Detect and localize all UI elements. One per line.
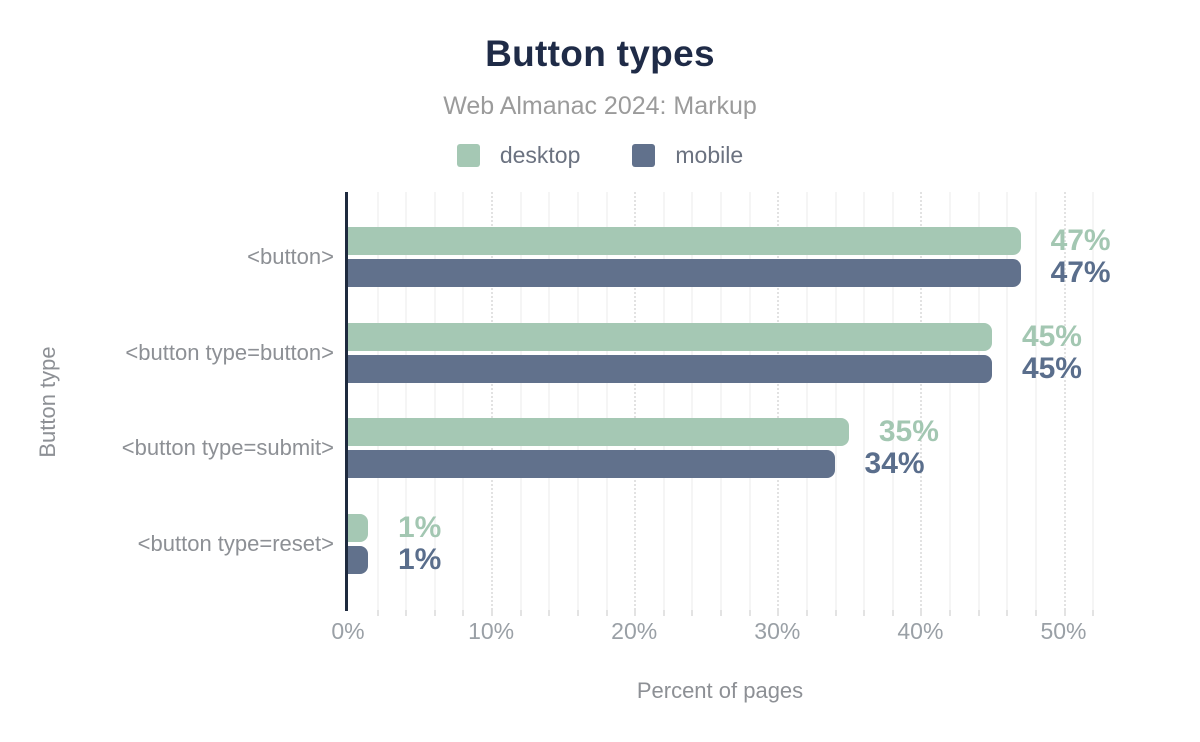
value-label-desktop: 35% — [878, 415, 939, 448]
axis-tick — [777, 610, 780, 616]
bar-mobile — [348, 259, 1021, 287]
bar-mobile — [348, 354, 992, 383]
y-axis-line — [345, 192, 348, 611]
gridline — [891, 192, 894, 610]
axis-tick — [1006, 610, 1009, 616]
value-label-mobile: 45% — [1021, 351, 1082, 385]
gridline — [576, 192, 579, 610]
desktop-swatch-icon — [456, 144, 480, 167]
legend-item-desktop: desktop — [456, 142, 581, 169]
mobile-swatch-icon — [632, 144, 656, 167]
value-label-mobile: 1% — [398, 542, 442, 576]
gridline — [834, 192, 837, 610]
x-tick-label: 40% — [897, 618, 944, 644]
gridline — [405, 192, 408, 610]
axis-tick — [949, 610, 952, 616]
gridline — [662, 192, 665, 610]
x-axis-title: Percent of pages — [636, 678, 804, 703]
axis-tick — [863, 610, 866, 616]
axis-tick — [891, 610, 894, 616]
legend-label-mobile: mobile — [675, 142, 744, 168]
gridline — [691, 192, 694, 610]
axis-tick — [691, 610, 694, 616]
category-label: <button> — [247, 244, 334, 269]
gridline — [977, 192, 980, 610]
category-label: <button type=button> — [125, 339, 334, 365]
bar-desktop — [348, 227, 1021, 255]
gridline — [863, 192, 866, 610]
gridline — [376, 192, 379, 610]
legend-item-mobile: mobile — [632, 142, 743, 169]
axis-tick — [605, 610, 608, 616]
gridline — [720, 192, 723, 610]
gridline — [548, 192, 551, 610]
x-tick-label: 0% — [331, 618, 365, 644]
legend: desktop mobile — [0, 142, 1200, 169]
gridline — [634, 192, 637, 610]
gridline — [491, 192, 494, 610]
axis-tick — [720, 610, 723, 616]
value-label-desktop: 1% — [398, 510, 442, 544]
axis-tick — [433, 610, 436, 616]
axis-tick — [977, 610, 980, 616]
axis-tick — [834, 610, 837, 616]
axis-tick — [805, 610, 808, 616]
axis-tick — [1034, 610, 1037, 616]
category-label: <button type=submit> — [121, 435, 334, 460]
value-label-mobile: 47% — [1050, 256, 1111, 289]
x-tick-label: 20% — [611, 618, 658, 644]
value-label-mobile: 34% — [864, 447, 925, 480]
axis-tick — [1063, 610, 1066, 616]
gridline — [519, 192, 522, 610]
axis-tick — [376, 610, 379, 616]
gridline — [805, 192, 808, 610]
gridline — [1034, 192, 1037, 610]
chart-subtitle: Web Almanac 2024: Markup — [443, 92, 757, 120]
axis-tick — [519, 610, 522, 616]
gridline — [1006, 192, 1009, 610]
gridline — [920, 192, 923, 610]
gridline — [748, 192, 751, 610]
gridline — [605, 192, 608, 610]
axis-tick — [634, 610, 637, 616]
axis-tick — [748, 610, 751, 616]
legend-label-desktop: desktop — [499, 142, 581, 168]
x-tick-label: 10% — [468, 618, 515, 644]
axis-tick — [576, 610, 579, 616]
gridline — [1063, 192, 1066, 610]
gridline — [949, 192, 952, 610]
axis-tick — [920, 610, 923, 616]
category-label: <button type=reset> — [137, 530, 334, 556]
x-tick-label: 50% — [1040, 618, 1087, 644]
bar-desktop — [348, 513, 368, 542]
axis-tick — [405, 610, 408, 616]
x-tick-label: 30% — [754, 618, 801, 644]
axis-tick — [1092, 610, 1095, 616]
value-label-desktop: 45% — [1021, 319, 1082, 353]
gridline — [777, 192, 780, 610]
gridline — [462, 192, 465, 610]
bar-mobile — [348, 545, 368, 574]
axis-tick — [548, 610, 551, 616]
axis-tick — [662, 610, 665, 616]
gridline — [1092, 192, 1095, 610]
value-label-desktop: 47% — [1050, 224, 1111, 257]
chart-title: Button types — [485, 33, 715, 74]
gridline — [433, 192, 436, 610]
bar-desktop — [348, 418, 849, 446]
axis-tick — [462, 610, 465, 616]
plot-area: 47% 47% 45% 45% 35% 34% 1% 1% — [348, 192, 1111, 610]
bar-mobile — [348, 450, 835, 478]
bar-desktop — [348, 322, 992, 351]
axis-tick — [491, 610, 494, 616]
